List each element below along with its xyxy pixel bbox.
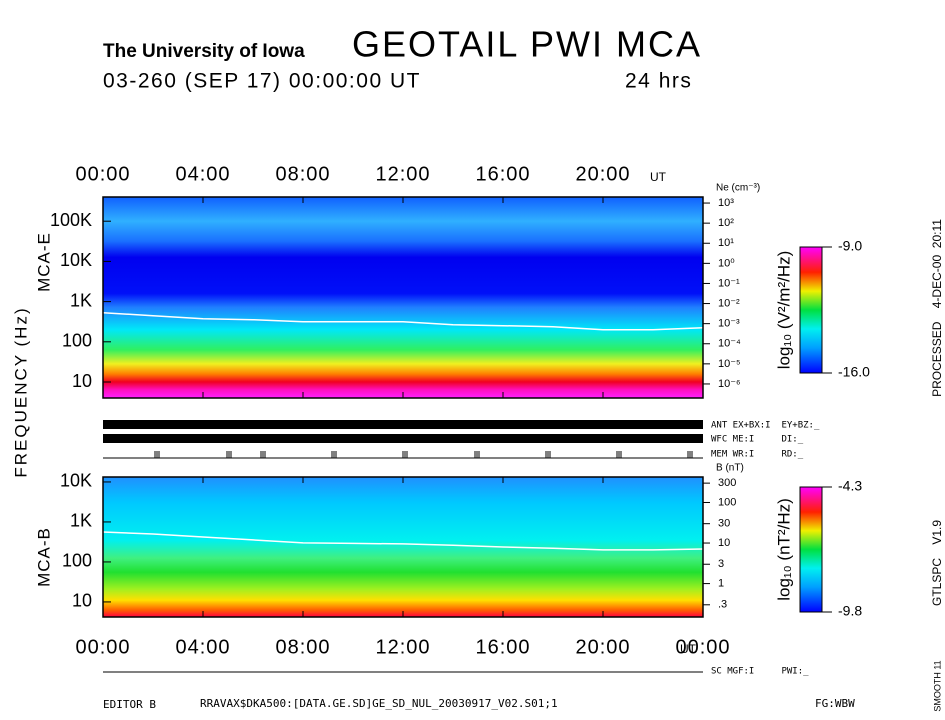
x-tick-label: 00:00 <box>675 636 730 658</box>
colorbar-label: log₁₀ (nT²/Hz) <box>774 498 793 601</box>
y-tick-label: 1K <box>70 290 92 310</box>
x-tick-label: 08:00 <box>275 163 330 185</box>
x-tick-label: 00:00 <box>75 636 130 658</box>
x-tick-label: 12:00 <box>375 163 430 185</box>
y-tick-label: 10K <box>60 471 92 491</box>
y-tick-label: 10 <box>72 371 92 391</box>
y2-tick-label: 10⁻⁴ <box>718 338 741 350</box>
x-tick-label: 04:00 <box>175 163 230 185</box>
frequency-label: FREQUENCY (Hz) <box>11 306 30 477</box>
status-text: MEM WR:I RD:_ <box>711 450 804 460</box>
y2-tick-label: .3 <box>718 599 727 611</box>
x-unit: UT <box>680 642 697 656</box>
date: 03-260 (SEP 17) 00:00:00 UT <box>103 70 421 93</box>
status-text: ANT EX+BX:I EY+BZ:_ <box>711 421 820 431</box>
y-tick-label: 100 <box>62 331 92 351</box>
footer-editor: EDITOR B <box>103 698 156 711</box>
panel-label: MCA-E <box>34 232 53 292</box>
y2-tick-label: 100 <box>718 496 736 508</box>
smooth: SMOOTH 11 <box>932 660 942 711</box>
y2-tick-label: 10 <box>718 537 730 549</box>
span: 24 hrs <box>625 70 692 93</box>
spectrogram <box>103 197 703 398</box>
x-tick-label: 16:00 <box>475 163 530 185</box>
y-tick-label: 10K <box>60 250 92 270</box>
colorbar-tick-label: -9.0 <box>838 238 862 254</box>
y-tick-label: 1K <box>70 511 92 531</box>
colorbar-label: log₁₀ (V²/m²/Hz) <box>774 251 793 370</box>
colorbar-tick-label: -16.0 <box>838 364 870 380</box>
y2-tick-label: 10⁻⁶ <box>718 378 741 390</box>
footer-file: RRAVAX$DKA500:[DATA.GE.SD]GE_SD_NUL_2003… <box>200 697 558 710</box>
y2-tick-label: 10⁻² <box>718 297 740 309</box>
y2-tick-label: 30 <box>718 518 730 530</box>
status-text: SC MGF:I PWI:_ <box>711 667 809 677</box>
y2-tick-label: 10⁻⁵ <box>718 358 741 370</box>
y2-tick-label: 10² <box>718 217 734 229</box>
y2-tick-label: 10⁻¹ <box>718 277 740 289</box>
institution: The University of Iowa <box>103 41 305 62</box>
colorbar <box>799 246 823 374</box>
x-tick-label: 12:00 <box>375 636 430 658</box>
y2-tick-label: 3 <box>718 558 724 570</box>
status-bar <box>103 420 703 429</box>
status-bar <box>103 434 703 443</box>
y2-tick-label: 10⁰ <box>718 257 735 269</box>
main-title: GEOTAIL PWI MCA <box>352 24 702 65</box>
y-tick-label: 10 <box>72 591 92 611</box>
version: GTLSPC V1.9 <box>930 520 944 606</box>
trace-line <box>102 531 704 551</box>
status-text: WFC ME:I DI:_ <box>711 435 804 445</box>
trace-line <box>102 311 704 331</box>
x-tick-label: 04:00 <box>175 636 230 658</box>
x-tick-label: 20:00 <box>575 636 630 658</box>
y-tick-label: 100K <box>50 210 92 230</box>
y-tick-label: 100 <box>62 551 92 571</box>
colorbar-tick-label: -9.8 <box>838 603 862 619</box>
x-tick-label: 16:00 <box>475 636 530 658</box>
spectrogram <box>103 477 703 617</box>
x-tick-label: 20:00 <box>575 163 630 185</box>
footer-fg: FG:WBW <box>815 697 855 710</box>
y2-tick-label: 10³ <box>718 197 734 209</box>
colorbar-tick-label: -4.3 <box>838 478 862 494</box>
mem-marks <box>154 451 693 458</box>
panel-label: MCA-B <box>34 527 53 587</box>
y2-label: Ne (cm⁻³) <box>716 183 760 194</box>
x-unit: UT <box>650 170 667 184</box>
x-tick-label: 08:00 <box>275 636 330 658</box>
y2-tick-label: 10¹ <box>718 237 734 249</box>
colorbar <box>799 486 823 613</box>
y2-tick-label: 10⁻³ <box>718 318 740 330</box>
x-tick-label: 00:00 <box>75 163 130 185</box>
y2-tick-label: 300 <box>718 477 736 489</box>
y2-tick-label: 1 <box>718 577 724 589</box>
y2-label: B (nT) <box>716 463 744 474</box>
processed: PROCESSED 4-DEC-00 20:11 <box>930 219 944 397</box>
